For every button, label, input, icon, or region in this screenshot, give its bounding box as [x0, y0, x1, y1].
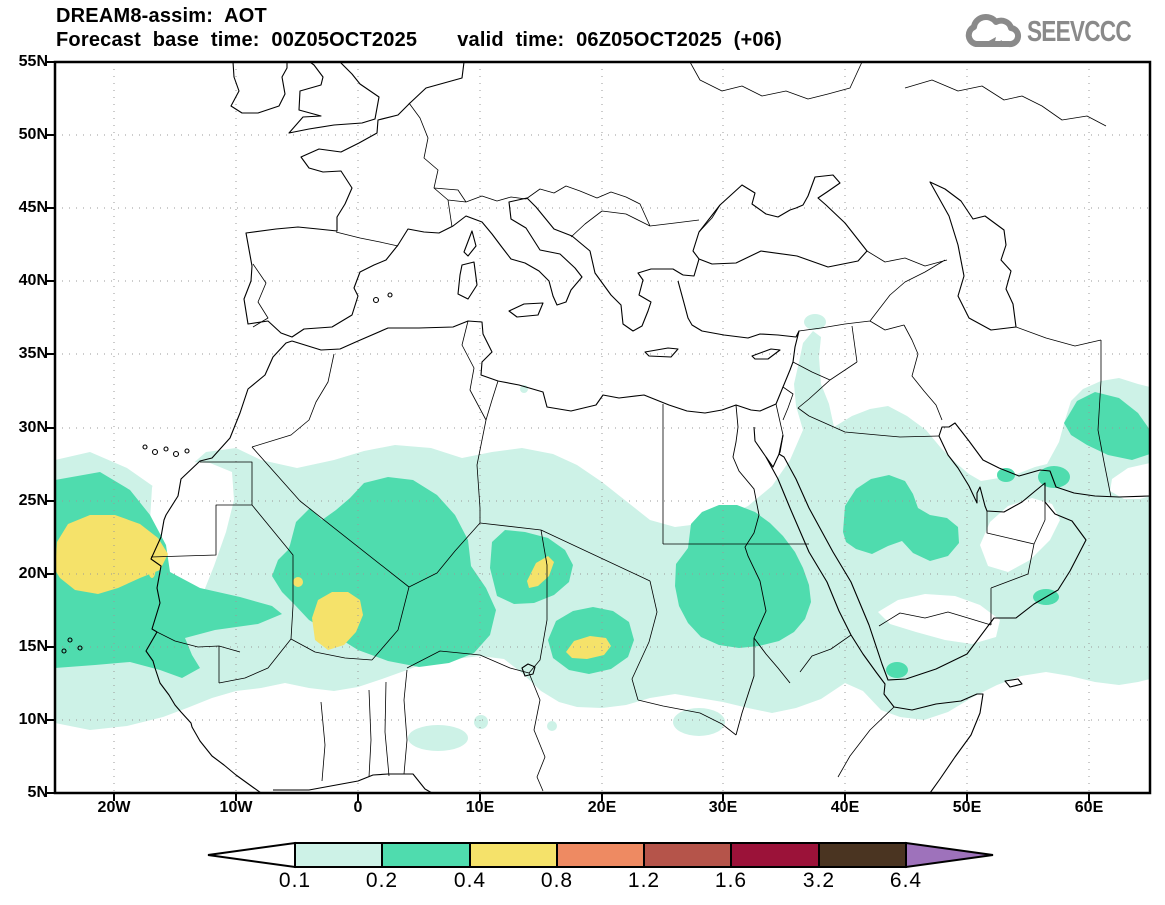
island-corsica [463, 230, 477, 257]
colorbar-above-arrow [905, 841, 994, 869]
coast-gulf-of-guinea [273, 773, 433, 793]
colorbar-cell-1p2 [643, 842, 732, 868]
coast-west-africa [145, 340, 293, 793]
colorbar-cell-0p4 [469, 842, 558, 868]
colorbar-below-arrow [207, 841, 296, 869]
colorbar-label-1p6: 1.6 [714, 869, 748, 892]
coast-mediterranean-africa [291, 280, 800, 414]
lon-label-30e: 30E [708, 799, 738, 816]
lat-label-40n: 40N [18, 272, 48, 289]
lon-label-20w: 20W [97, 799, 131, 816]
lat-label-25n: 25N [18, 492, 48, 509]
borders-africa [150, 320, 895, 792]
colorbar-cell-0p2 [381, 842, 471, 868]
lat-label-10n: 10N [18, 711, 48, 728]
coast-caspian-sea [929, 181, 1017, 331]
colorbar-label-0p1: 0.1 [278, 869, 312, 892]
graticule [55, 62, 1150, 793]
colorbar-cell-0p1 [294, 842, 383, 868]
colorbar-label-6p4: 6.4 [889, 869, 923, 892]
lon-label-50e: 50E [952, 799, 982, 816]
lat-label-15n: 15N [18, 638, 48, 655]
logo-text: SEEVCCC [1026, 15, 1132, 48]
lat-label-50n: 50N [18, 126, 48, 143]
colorbar-label-1p2: 1.2 [627, 869, 661, 892]
page-title: DREAM8-assim: AOT [56, 5, 267, 27]
island-cyprus [751, 348, 781, 360]
lat-label-30n: 30N [18, 419, 48, 436]
colorbar-label-0p8: 0.8 [540, 869, 574, 892]
lat-label-45n: 45N [18, 199, 48, 216]
coast-great-britain [288, 62, 380, 134]
lon-label-60e: 60E [1074, 799, 1104, 816]
lake-chad [521, 663, 536, 677]
island-sardinia [457, 261, 478, 300]
island-canaries [142, 444, 190, 458]
borders-europe [252, 62, 1107, 328]
contour-shading [55, 314, 1150, 751]
island-balearics [372, 292, 393, 304]
lon-label-10e: 10E [465, 799, 495, 816]
coast-europe [243, 62, 684, 338]
borders-middle-east [775, 250, 1112, 627]
lon-label-20e: 20E [587, 799, 617, 816]
lat-label-20n: 20N [18, 565, 48, 582]
country-borders [150, 62, 1112, 792]
colorbar-label-3p2: 3.2 [802, 869, 836, 892]
coast-red-sea-somalia [753, 426, 984, 793]
coast-arabia-gulf-iran [778, 422, 1150, 681]
rivers [732, 404, 791, 736]
colorbar [207, 841, 994, 869]
lat-label-5n: 5N [27, 784, 48, 801]
island-cape-verde [61, 637, 83, 654]
lon-label-10w: 10W [219, 799, 253, 816]
axis-ticks [47, 61, 1090, 801]
valid-time-label: valid time: 06Z05OCT2025 (+06) [457, 29, 782, 51]
forecast-time-line: Forecast base time: 00Z05OCT2025 valid ti… [56, 29, 782, 52]
island-sicily [508, 302, 544, 318]
coast-marmara [682, 258, 700, 277]
colorbar-label-0p4: 0.4 [453, 869, 487, 892]
island-socotra [1004, 678, 1023, 688]
colorbar-label-0p2: 0.2 [365, 869, 399, 892]
river-blue-nile [753, 637, 791, 684]
seevccc-logo: SEEVCCC [961, 12, 1160, 52]
colorbar-cell-3p2 [818, 842, 907, 868]
island-crete [644, 347, 679, 358]
colorbar-cell-0p8 [556, 842, 645, 868]
coastlines [61, 62, 1150, 793]
coast-black-sea [692, 174, 868, 268]
lon-label-40e: 40E [830, 799, 860, 816]
lon-label-0: 0 [353, 799, 363, 816]
lat-label-35n: 35N [18, 345, 48, 362]
coast-ireland [230, 62, 288, 114]
base-time-label: Forecast base time: 00Z05OCT2025 [56, 29, 418, 51]
cloud-icon [965, 14, 1021, 48]
river-nile [732, 404, 767, 736]
lat-label-55n: 55N [18, 53, 48, 70]
colorbar-cell-1p6 [730, 842, 820, 868]
